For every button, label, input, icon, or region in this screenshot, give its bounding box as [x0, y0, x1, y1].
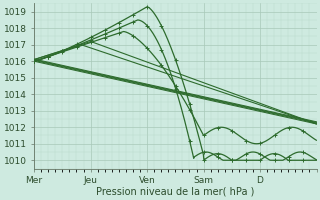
- X-axis label: Pression niveau de la mer( hPa ): Pression niveau de la mer( hPa ): [96, 187, 254, 197]
